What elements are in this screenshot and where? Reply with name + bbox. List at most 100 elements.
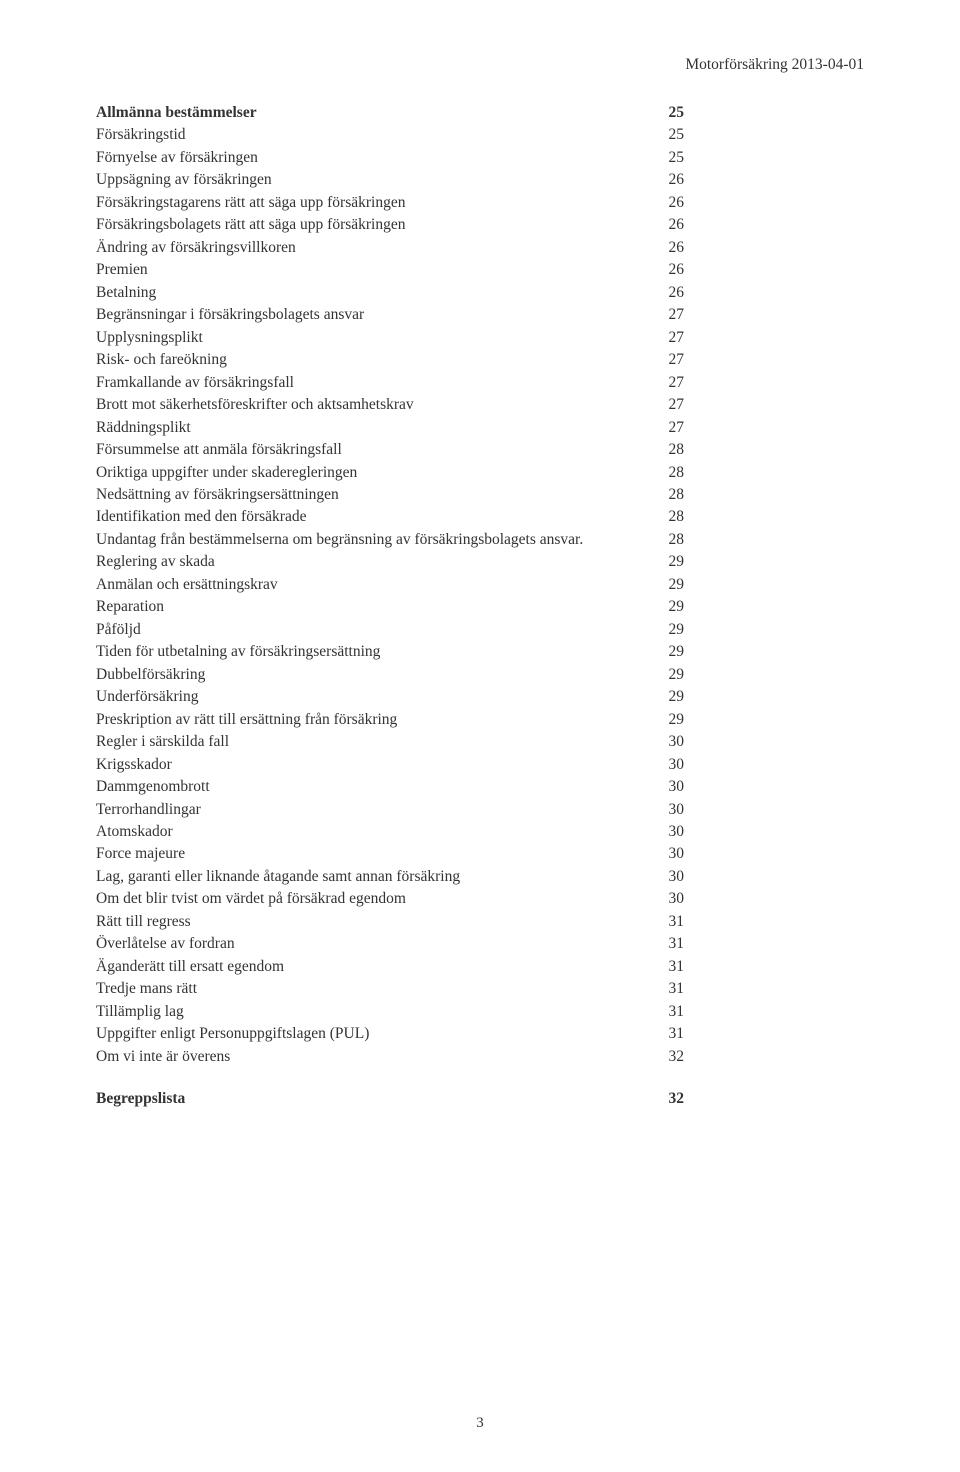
toc-title: Lag, garanti eller liknande åtagande sam… <box>96 866 644 888</box>
toc-page: 27 <box>644 327 864 349</box>
toc-row: Om vi inte är överens32 <box>96 1046 864 1068</box>
toc-row: Nedsättning av försäkringsersättningen28 <box>96 484 864 506</box>
toc-title: Atomskador <box>96 821 644 843</box>
toc-title: Premien <box>96 259 644 281</box>
toc-row: Dammgenombrott30 <box>96 776 864 798</box>
toc-row: Dubbelförsäkring29 <box>96 664 864 686</box>
toc-page: 27 <box>644 394 864 416</box>
toc-title: Om vi inte är överens <box>96 1046 644 1068</box>
toc-page: 29 <box>644 709 864 731</box>
toc-row: Betalning26 <box>96 282 864 304</box>
toc-page: 25 <box>644 147 864 169</box>
toc-page: 30 <box>644 754 864 776</box>
toc-row: Rätt till regress31 <box>96 911 864 933</box>
toc-row: Försäkringstagarens rätt att säga upp fö… <box>96 192 864 214</box>
toc-title: Underförsäkring <box>96 686 644 708</box>
table-of-contents: Allmänna bestämmelser25Försäkringstid25F… <box>96 102 864 1111</box>
toc-page: 26 <box>644 237 864 259</box>
toc-title: Regler i särskilda fall <box>96 731 644 753</box>
toc-row: Tillämplig lag31 <box>96 1001 864 1023</box>
toc-page: 28 <box>644 529 864 551</box>
toc-page: 27 <box>644 417 864 439</box>
toc-page: 30 <box>644 888 864 910</box>
toc-row: Förnyelse av försäkringen25 <box>96 147 864 169</box>
toc-page: 30 <box>644 821 864 843</box>
toc-title: Tiden för utbetalning av försäkringsersä… <box>96 641 644 663</box>
toc-title: Räddningsplikt <box>96 417 644 439</box>
toc-title: Oriktiga uppgifter under skaderegleringe… <box>96 462 644 484</box>
toc-page: 26 <box>644 214 864 236</box>
toc-title: Framkallande av försäkringsfall <box>96 372 644 394</box>
toc-title: Rätt till regress <box>96 911 644 933</box>
document-page: Motorförsäkring 2013-04-01 Allmänna best… <box>0 0 960 1151</box>
toc-page: 31 <box>644 911 864 933</box>
toc-page: 31 <box>644 1023 864 1045</box>
toc-title: Ändring av försäkringsvillkoren <box>96 237 644 259</box>
toc-title: Förnyelse av försäkringen <box>96 147 644 169</box>
toc-title: Brott mot säkerhetsföreskrifter och akts… <box>96 394 644 416</box>
toc-page: 29 <box>644 551 864 573</box>
toc-title: Undantag från bestämmelserna om begränsn… <box>96 529 644 551</box>
toc-title: Dubbelförsäkring <box>96 664 644 686</box>
toc-title: Betalning <box>96 282 644 304</box>
toc-page: 27 <box>644 372 864 394</box>
toc-row: Brott mot säkerhetsföreskrifter och akts… <box>96 394 864 416</box>
toc-row: Oriktiga uppgifter under skaderegleringe… <box>96 462 864 484</box>
toc-row: Överlåtelse av fordran31 <box>96 933 864 955</box>
toc-title: Försäkringstagarens rätt att säga upp fö… <box>96 192 644 214</box>
toc-page: 30 <box>644 799 864 821</box>
toc-page: 25 <box>644 102 864 124</box>
toc-page: 26 <box>644 259 864 281</box>
toc-page: 28 <box>644 439 864 461</box>
toc-row: Reglering av skada29 <box>96 551 864 573</box>
toc-page: 26 <box>644 282 864 304</box>
toc-title: Preskription av rätt till ersättning frå… <box>96 709 644 731</box>
toc-page: 30 <box>644 731 864 753</box>
toc-row: Ändring av försäkringsvillkoren26 <box>96 237 864 259</box>
page-number: 3 <box>0 1415 960 1432</box>
toc-row: Lag, garanti eller liknande åtagande sam… <box>96 866 864 888</box>
toc-row: Allmänna bestämmelser25 <box>96 102 864 124</box>
toc-row: Äganderätt till ersatt egendom31 <box>96 956 864 978</box>
toc-row: Upplysningsplikt27 <box>96 327 864 349</box>
toc-row: Försäkringstid25 <box>96 124 864 146</box>
toc-page: 31 <box>644 956 864 978</box>
toc-row: Försäkringsbolagets rätt att säga upp fö… <box>96 214 864 236</box>
toc-row: Begreppslista32 <box>96 1088 864 1110</box>
toc-page: 29 <box>644 574 864 596</box>
toc-page: 31 <box>644 933 864 955</box>
toc-page: 28 <box>644 484 864 506</box>
toc-row: Atomskador30 <box>96 821 864 843</box>
toc-title: Nedsättning av försäkringsersättningen <box>96 484 644 506</box>
toc-title: Försummelse att anmäla försäkringsfall <box>96 439 644 461</box>
toc-title: Upplysningsplikt <box>96 327 644 349</box>
toc-title: Force majeure <box>96 843 644 865</box>
toc-row: Preskription av rätt till ersättning frå… <box>96 709 864 731</box>
toc-title: Allmänna bestämmelser <box>96 102 644 124</box>
toc-page: 29 <box>644 664 864 686</box>
toc-title: Dammgenombrott <box>96 776 644 798</box>
toc-page: 30 <box>644 866 864 888</box>
toc-page: 27 <box>644 304 864 326</box>
toc-page: 27 <box>644 349 864 371</box>
toc-page: 26 <box>644 192 864 214</box>
toc-title: Anmälan och ersättningskrav <box>96 574 644 596</box>
toc-title: Om det blir tvist om värdet på försäkrad… <box>96 888 644 910</box>
toc-row: Begränsningar i försäkringsbolagets ansv… <box>96 304 864 326</box>
toc-page: 30 <box>644 776 864 798</box>
toc-row: Om det blir tvist om värdet på försäkrad… <box>96 888 864 910</box>
toc-row: Uppgifter enligt Personuppgiftslagen (PU… <box>96 1023 864 1045</box>
toc-page: 26 <box>644 169 864 191</box>
toc-row: Framkallande av försäkringsfall27 <box>96 372 864 394</box>
toc-title: Påföljd <box>96 619 644 641</box>
toc-page: 31 <box>644 1001 864 1023</box>
toc-title: Tredje mans rätt <box>96 978 644 1000</box>
toc-page: 28 <box>644 506 864 528</box>
toc-row: Krigsskador30 <box>96 754 864 776</box>
toc-title: Överlåtelse av fordran <box>96 933 644 955</box>
page-header: Motorförsäkring 2013-04-01 <box>96 56 864 74</box>
toc-page: 29 <box>644 686 864 708</box>
toc-title: Försäkringstid <box>96 124 644 146</box>
toc-row: Påföljd29 <box>96 619 864 641</box>
toc-row: Tiden för utbetalning av försäkringsersä… <box>96 641 864 663</box>
